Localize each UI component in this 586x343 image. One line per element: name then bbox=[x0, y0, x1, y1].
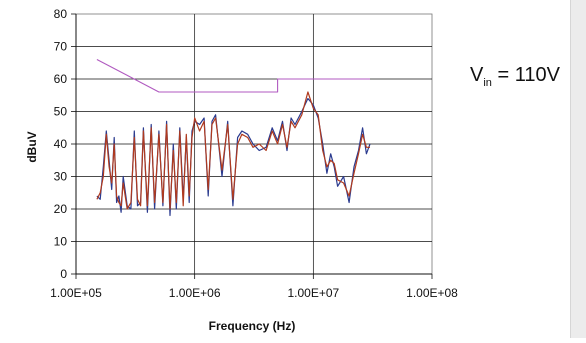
limit-line-layer bbox=[96, 59, 370, 93]
limit-line bbox=[96, 59, 370, 93]
voltage-subscript: in bbox=[483, 77, 492, 89]
y-axis-label: dBuV bbox=[25, 131, 39, 162]
y-tick-label: 20 bbox=[54, 202, 68, 216]
y-tick-label: 80 bbox=[54, 7, 68, 21]
x-tick-label: 1.00E+08 bbox=[406, 286, 458, 300]
y-tick-label: 50 bbox=[54, 105, 68, 119]
voltage-symbol: V bbox=[470, 64, 484, 86]
grid bbox=[75, 13, 433, 275]
x-tick-label: 1.00E+07 bbox=[287, 286, 339, 300]
side-scroll-strip bbox=[570, 0, 586, 338]
y-tick-label: 70 bbox=[54, 40, 68, 54]
y-tick-label: 30 bbox=[54, 170, 68, 184]
x-tick-label: 1.00E+06 bbox=[169, 286, 221, 300]
x-axis-label: Frequency (Hz) bbox=[209, 319, 296, 333]
series-line-measurement-b bbox=[96, 91, 370, 210]
voltage-value: = 110V bbox=[497, 64, 560, 86]
y-tick-label: 0 bbox=[60, 267, 67, 281]
axes: 0 10 20 30 40 50 60 70 80 1.00E+05 1.00E+06 1.00E+0… bbox=[50, 7, 458, 300]
series-layer bbox=[96, 91, 371, 217]
input-voltage-annotation: Vin = 110V bbox=[470, 64, 560, 89]
y-tick-label: 10 bbox=[54, 235, 68, 249]
y-tick-label: 40 bbox=[54, 137, 68, 151]
x-tick-label: 1.00E+05 bbox=[50, 286, 102, 300]
y-tick-label: 60 bbox=[54, 72, 68, 86]
